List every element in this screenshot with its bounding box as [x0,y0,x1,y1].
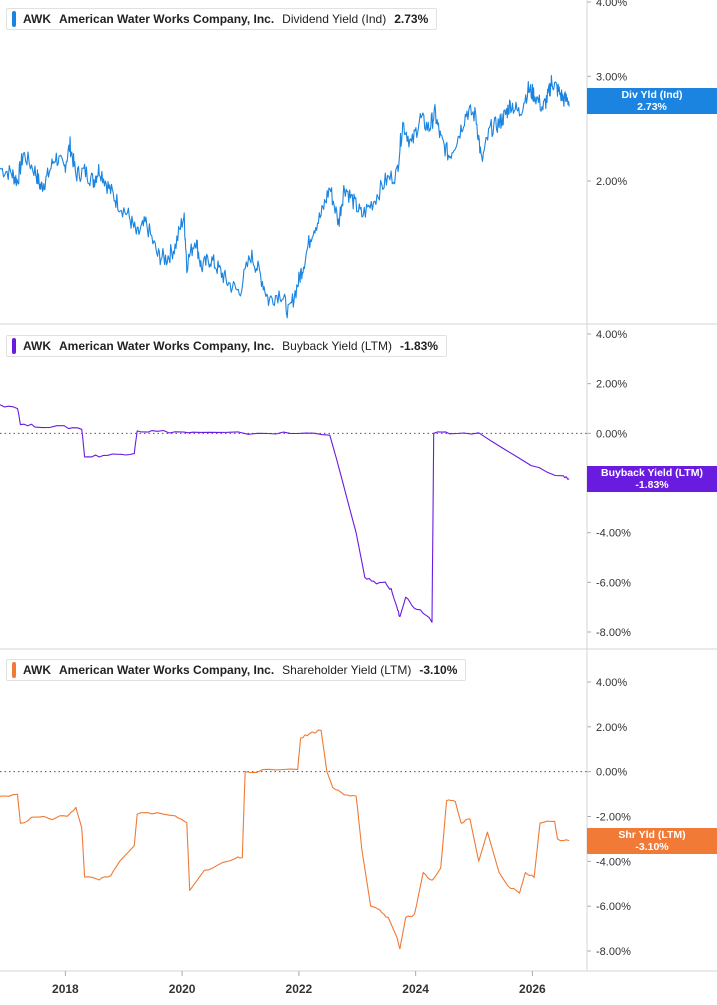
value-tag-dividend-yield: Div Yld (Ind) 2.73% [587,88,717,114]
legend-metric: Shareholder Yield (LTM) [282,663,412,677]
y-tick-label: 4.00% [596,677,627,689]
y-tick-label: -4.00% [596,528,631,540]
legend-metric: Dividend Yield (Ind) [282,12,387,26]
series-line [0,74,570,319]
series-line [0,729,570,950]
y-tick-label: 0.00% [596,428,627,440]
legend-swatch [12,662,16,678]
legend-company: American Water Works Company, Inc. [59,339,275,353]
y-tick-label: 0.00% [596,767,627,779]
value-tag-buyback-yield: Buyback Yield (LTM) -1.83% [587,466,717,492]
value-tag-value: -1.83% [635,479,669,491]
x-tick-label: 2020 [169,982,196,996]
legend-value: -3.10% [419,663,458,677]
y-tick-label: 3.00% [596,71,627,83]
value-tag-label: Shr Yld (LTM) [618,829,686,841]
y-tick-label: 4.00% [596,0,627,9]
x-tick-label: 2018 [52,982,79,996]
series-line [0,404,570,623]
y-tick-label: 2.00% [596,379,627,391]
legend-ticker: AWK [23,12,51,26]
legend-buyback-yield: AWK American Water Works Company, Inc. B… [6,335,448,357]
legend-value: -1.83% [400,339,439,353]
value-tag-label: Buyback Yield (LTM) [601,467,703,479]
y-tick-label: -6.00% [596,901,631,913]
y-tick-label: -6.00% [596,577,631,589]
legend-company: American Water Works Company, Inc. [59,12,275,26]
legend-metric: Buyback Yield (LTM) [282,339,392,353]
legend-dividend-yield: AWK American Water Works Company, Inc. D… [6,8,438,30]
x-tick-label: 2026 [519,982,546,996]
legend-swatch [12,11,16,27]
value-tag-value: 2.73% [637,101,667,113]
y-tick-label: -2.00% [596,812,631,824]
legend-value: 2.73% [394,12,429,26]
x-tick-label: 2022 [286,982,313,996]
legend-ticker: AWK [23,663,51,677]
x-tick-label: 2024 [402,982,429,996]
y-tick-label: -8.00% [596,946,631,958]
y-tick-label: -4.00% [596,856,631,868]
legend-company: American Water Works Company, Inc. [59,663,275,677]
value-tag-value: -3.10% [635,841,669,853]
legend-shareholder-yield: AWK American Water Works Company, Inc. S… [6,659,467,681]
value-tag-label: Div Yld (Ind) [621,89,683,101]
legend-swatch [12,338,16,354]
y-tick-label: 4.00% [596,329,627,341]
y-tick-label: -8.00% [596,627,631,639]
value-tag-shareholder-yield: Shr Yld (LTM) -3.10% [587,828,717,854]
y-tick-label: 2.00% [596,722,627,734]
legend-ticker: AWK [23,339,51,353]
y-tick-label: 2.00% [596,176,627,188]
